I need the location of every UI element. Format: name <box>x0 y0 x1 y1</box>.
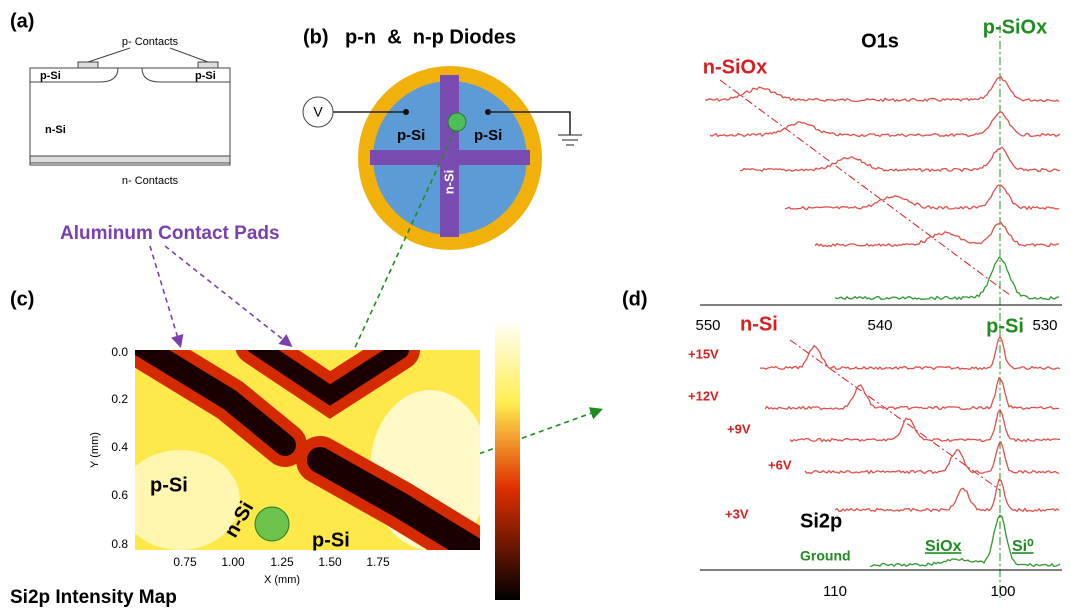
bias-label: +6V <box>768 457 792 472</box>
x-tick-label: 530 <box>1032 317 1057 334</box>
label: p-Si <box>195 70 216 82</box>
label: n-Si <box>45 124 66 136</box>
x-tick-label: 1.75 <box>366 555 390 569</box>
x-tick-label: 110 <box>823 583 847 600</box>
axis-label: X (mm) <box>264 574 300 586</box>
label: p-Si <box>986 315 1024 337</box>
x-tick-label: 1.00 <box>221 555 245 569</box>
bias-label: +9V <box>727 421 751 436</box>
label: p-Si <box>40 70 61 82</box>
spectrum <box>785 185 1059 210</box>
spectrum <box>835 480 1059 512</box>
panel-label: (b) <box>303 26 329 48</box>
x-tick-label: 100 <box>990 583 1015 600</box>
label: V <box>313 104 323 120</box>
label: p-SiOx <box>983 16 1047 38</box>
label: SiOx <box>925 538 962 555</box>
y-tick-label: 0.6 <box>111 488 128 502</box>
label: n- Contacts <box>122 175 179 187</box>
spectrum <box>760 337 1060 370</box>
y-tick-label: 0.0 <box>111 345 128 359</box>
x-tick-label: 540 <box>867 317 892 334</box>
schematic <box>30 48 230 165</box>
panel-label: (a) <box>10 10 34 32</box>
panel-title: p-n & n-p Diodes <box>345 26 516 48</box>
panel-label: (c) <box>10 288 34 310</box>
panel-title: Si2p <box>800 510 842 532</box>
x-ticks: 550 540 530 110 100 <box>695 317 1057 600</box>
trend-line <box>720 80 1010 295</box>
label: p-Si <box>397 127 425 144</box>
label: n-Si <box>441 170 456 195</box>
bias-label: +3V <box>725 506 749 521</box>
annotation: Aluminum Contact Pads <box>60 223 280 244</box>
label: n-SiOx <box>703 56 767 78</box>
x-tick-label: 1.50 <box>318 555 342 569</box>
y-tick-label: 0.2 <box>111 392 128 406</box>
caption: Si2p Intensity Map <box>10 587 177 608</box>
x-tick-label: 0.75 <box>173 555 197 569</box>
panel-title: O1s <box>861 30 899 52</box>
label: p-Si <box>312 529 350 551</box>
spectrum <box>710 112 1060 137</box>
label: p-Si <box>150 474 188 496</box>
x-tick-label: 1.25 <box>270 555 294 569</box>
label: p-Si <box>474 127 502 144</box>
heatmap <box>120 345 490 560</box>
bias-label: +12V <box>688 388 719 403</box>
spectrum <box>805 442 1059 473</box>
y-tick-label: 0.8 <box>111 537 128 551</box>
figure: (a) p- Contacts p-Si p-Si n-Si n- Contac… <box>0 0 1071 610</box>
spectrum <box>705 77 1059 102</box>
bias-label: +15V <box>688 346 719 361</box>
panel-label: (d) <box>622 288 648 310</box>
bias-labels: +15V +12V +9V +6V +3V <box>688 346 792 521</box>
colorbar <box>495 318 520 600</box>
x-tick-label: 550 <box>695 317 720 334</box>
spectrum <box>740 147 1060 171</box>
label: Ground <box>800 548 851 564</box>
trend-line <box>790 340 1000 490</box>
label: p- Contacts <box>122 36 179 48</box>
spectrum <box>835 258 1059 300</box>
label: n-Si <box>740 313 778 335</box>
y-tick-label: 0.4 <box>111 440 128 454</box>
spectrum <box>765 378 1059 410</box>
label: Si⁰ <box>1012 538 1034 555</box>
axis-label: Y (mm) <box>89 432 101 468</box>
spectrum <box>815 223 1059 247</box>
